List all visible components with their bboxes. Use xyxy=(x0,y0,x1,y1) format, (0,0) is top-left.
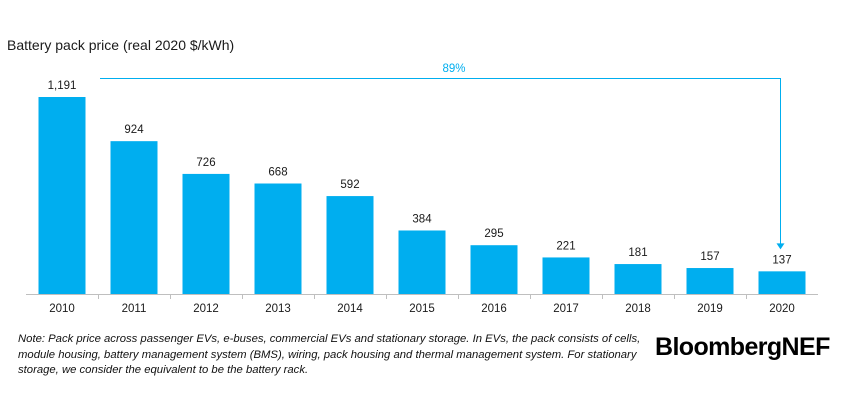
tick-label-2019: 2019 xyxy=(697,303,723,315)
bar-2010 xyxy=(38,97,86,294)
bar-2018 xyxy=(614,264,662,294)
annotation-arrowhead xyxy=(776,243,785,250)
bar-2011 xyxy=(110,141,158,294)
data-label-2015: 384 xyxy=(412,213,432,225)
bar-2013 xyxy=(254,183,302,294)
tick-label-2016: 2016 xyxy=(481,303,507,315)
bar-2019 xyxy=(686,268,734,294)
tick-label-2020: 2020 xyxy=(769,303,795,315)
data-label-2020: 137 xyxy=(772,254,791,266)
bar-2020 xyxy=(758,271,806,294)
y-axis-label: Battery pack price (real 2020 $/kWh) xyxy=(7,37,235,53)
data-label-2018: 181 xyxy=(628,247,647,259)
bar-chart: 1,191 2010 924 2011 726 2012 668 2013 592 2014 384… xyxy=(26,63,818,315)
tick-label-2015: 2015 xyxy=(409,303,435,315)
tick-label-2017: 2017 xyxy=(553,303,579,315)
bar-2017 xyxy=(542,257,590,294)
annotation-label: 89% xyxy=(442,63,465,75)
data-label-2019: 157 xyxy=(700,251,719,263)
tick-label-2018: 2018 xyxy=(625,303,651,315)
tick-label-2010: 2010 xyxy=(49,303,75,315)
data-label-2011: 924 xyxy=(124,124,144,136)
data-label-2017: 221 xyxy=(556,240,575,252)
data-label-2016: 295 xyxy=(484,228,503,240)
tick-label-2011: 2011 xyxy=(122,303,147,315)
logo-main-text: Bloomberg xyxy=(655,333,782,361)
footnote: Note: Pack price across passenger EVs, e… xyxy=(18,333,641,376)
tick-label-2012: 2012 xyxy=(193,303,219,315)
tick-label-2014: 2014 xyxy=(337,303,363,315)
data-label-2014: 592 xyxy=(340,179,359,191)
data-label-2012: 726 xyxy=(196,157,215,169)
tick-label-2013: 2013 xyxy=(265,303,291,315)
logo-suffix-text: NEF xyxy=(781,333,831,361)
bar-2014 xyxy=(326,196,374,294)
bar-2012 xyxy=(182,173,230,294)
bar-2015 xyxy=(398,230,446,294)
data-label-2010: 1,191 xyxy=(48,80,77,92)
data-label-2013: 668 xyxy=(268,167,287,179)
bar-2016 xyxy=(470,245,518,294)
bloombergnef-logo: BloombergNEF xyxy=(655,333,830,362)
